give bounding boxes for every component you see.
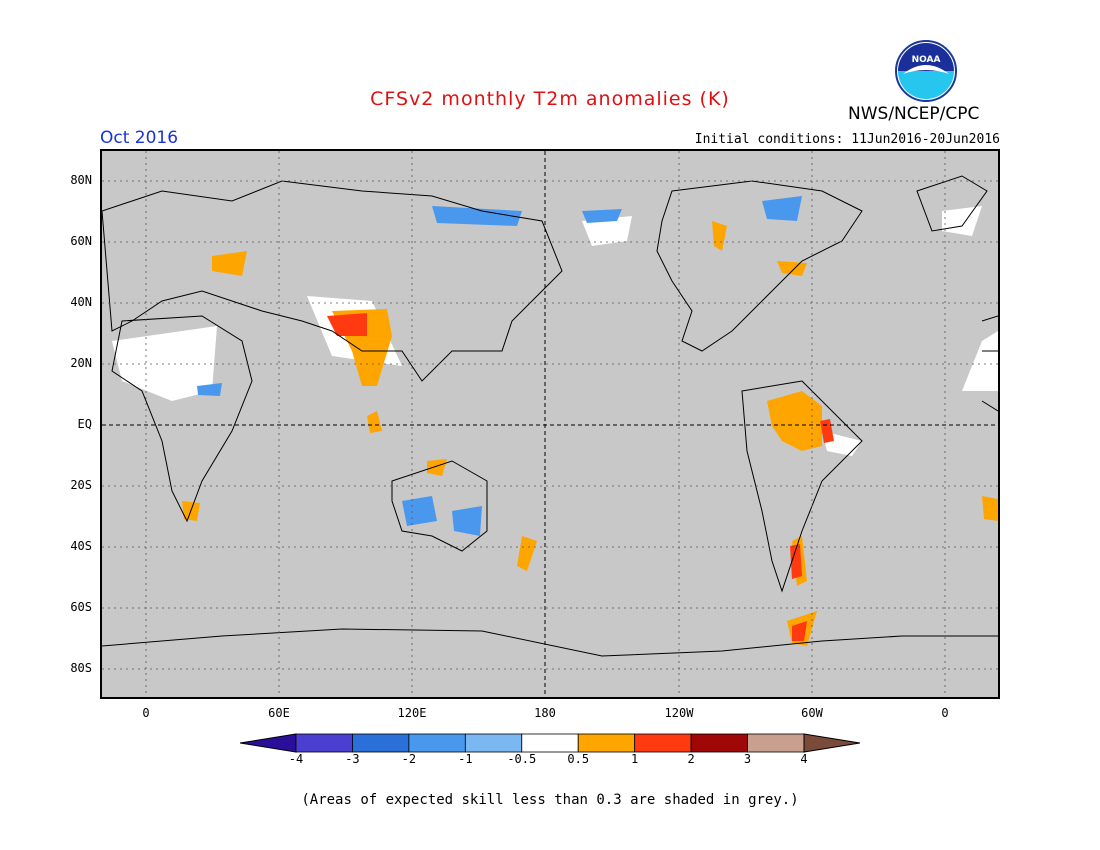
warm-anomaly-regions (182, 221, 998, 646)
lon-label-60e: 60E (268, 706, 290, 720)
initial-conditions: Initial conditions: 11Jun2016-20Jun2016 (694, 132, 1000, 147)
map-title: CFSv2 monthly T2m anomalies (K) (370, 88, 730, 110)
colorbar-box (747, 733, 805, 753)
lat-label-40n: 40N (70, 295, 92, 309)
colorbar-tick-label: -4 (288, 752, 304, 766)
colorbar-tick-label: 2 (687, 752, 695, 766)
lat-label-80n: 80N (70, 173, 92, 187)
colorbar-box (408, 733, 466, 753)
near-zero-regions (112, 206, 998, 456)
lon-label-0-west: 0 (142, 706, 150, 720)
lat-label-eq: EQ (77, 417, 92, 431)
map-canvas (102, 151, 998, 697)
colorbar-tick-label: -2 (401, 752, 417, 766)
colorbar-tick-label: -3 (345, 752, 360, 766)
colorbar-box (521, 733, 579, 753)
agency-label: NWS/NCEP/CPC (848, 104, 980, 124)
colorbar-box (464, 733, 523, 753)
colorbar-box (634, 733, 692, 753)
colorbar-box (352, 733, 410, 753)
anomaly-map (100, 149, 1000, 699)
target-month: Oct 2016 (100, 128, 179, 148)
lat-label-60n: 60N (70, 234, 92, 248)
colorbar-box (295, 733, 353, 753)
lon-label-180: 180 (534, 706, 556, 720)
colorbar-arrow-low (240, 733, 297, 753)
colorbar-tick-label: 4 (800, 752, 808, 766)
colorbar (240, 733, 860, 753)
colorbar-tick-label: 0.5 (567, 752, 590, 766)
cool-anomaly-regions (197, 196, 802, 536)
colorbar-box (690, 733, 748, 753)
colorbar-tick-label: -0.5 (507, 752, 537, 766)
lon-label-120w: 120W (664, 706, 694, 720)
equator-dateline (102, 151, 998, 697)
lat-label-60s: 60S (70, 600, 92, 614)
graticule (102, 151, 998, 697)
colorbar-tick-label: 1 (631, 752, 639, 766)
lat-label-20n: 20N (70, 356, 92, 370)
lon-label-60w: 60W (801, 706, 823, 720)
lat-label-20s: 20S (70, 478, 92, 492)
colorbar-arrow-high (803, 733, 860, 753)
lat-label-80s: 80S (70, 661, 92, 675)
logo-text: NOAA (912, 55, 941, 65)
skill-footnote: (Areas of expected skill less than 0.3 a… (301, 792, 799, 808)
strong-warm-regions (327, 313, 834, 641)
colorbar-box (577, 733, 636, 753)
lon-label-0-east: 0 (941, 706, 949, 720)
colorbar-tick-label: 3 (743, 752, 752, 766)
noaa-logo: NOAA (895, 40, 957, 102)
lon-label-120e: 120E (397, 706, 427, 720)
lat-label-40s: 40S (70, 539, 92, 553)
colorbar-tick-label: -1 (458, 752, 473, 766)
coastlines (102, 175, 998, 657)
